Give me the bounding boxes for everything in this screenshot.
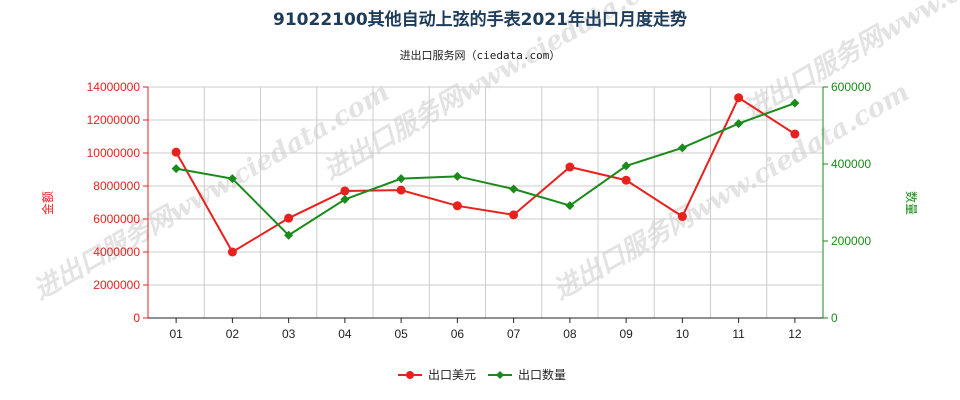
x-tick-label: 05: [394, 327, 408, 341]
series-line: [175, 96, 796, 254]
y-left-tick-label: 0: [133, 311, 140, 325]
x-tick-label: 02: [226, 327, 240, 341]
data-point: [284, 230, 294, 240]
y-left-tick-label: 14000000: [87, 80, 141, 94]
data-point: [790, 129, 800, 139]
data-point: [396, 174, 406, 184]
data-point: [621, 161, 631, 171]
x-tick-label: 12: [788, 327, 802, 341]
legend-swatch-marker: [496, 371, 504, 379]
data-point: [171, 164, 181, 174]
data-point: [677, 212, 687, 222]
axes: [147, 87, 824, 319]
data-point: [509, 184, 519, 194]
y-left-tick-label: 4000000: [93, 245, 140, 259]
data-point: [509, 210, 519, 220]
x-tick-label: 06: [451, 327, 465, 341]
data-point: [227, 174, 237, 184]
data-point: [452, 201, 462, 211]
legend: 出口美元 出口数量: [398, 367, 566, 382]
data-point: [790, 98, 800, 108]
x-tick-label: 03: [282, 327, 296, 341]
data-point: [396, 185, 406, 195]
y-right-tick-label: 200000: [831, 234, 871, 248]
x-tick-label: 07: [507, 327, 521, 341]
y-right-axis-title: 数量: [904, 191, 919, 215]
y-right-tick-label: 400000: [831, 157, 871, 171]
legend-swatch-marker: [406, 371, 414, 379]
x-tick-label: 01: [169, 327, 183, 341]
data-point: [621, 175, 631, 185]
y-left-tick-label: 8000000: [93, 179, 140, 193]
data-point: [565, 201, 575, 211]
legend-label: 出口数量: [518, 367, 566, 382]
data-point: [452, 171, 462, 181]
data-point: [340, 194, 350, 204]
legend-label: 出口美元: [428, 368, 476, 382]
x-tick-label: 09: [619, 327, 633, 341]
y-left-axis-title: 金额: [40, 191, 55, 215]
watermark-text: 进出口服务网www.ciedata.com: [29, 77, 395, 306]
y-left-tick-label: 2000000: [93, 278, 140, 292]
y-right-tick-label: 0: [831, 311, 838, 325]
x-tick-label: 10: [676, 327, 690, 341]
y-left-tick-label: 12000000: [87, 113, 141, 127]
chart-title: 91022100其他自动上弦的手表2021年出口月度走势: [273, 9, 687, 30]
data-point: [340, 186, 350, 196]
series: [171, 93, 800, 257]
y-left-tick-label: 6000000: [93, 212, 140, 226]
series-1: [171, 93, 800, 257]
x-tick-label: 11: [732, 327, 745, 341]
x-tick-label: 04: [338, 327, 352, 341]
data-point: [734, 119, 744, 129]
data-point: [734, 93, 744, 103]
tick-labels: 0200000040000006000000800000010000000120…: [87, 80, 872, 341]
data-point: [284, 213, 294, 223]
y-right-tick-label: 600000: [831, 80, 871, 94]
series-2: [171, 98, 800, 240]
series-line: [175, 102, 796, 237]
legend-item: 出口数量: [488, 367, 566, 382]
data-point: [171, 147, 181, 157]
data-point: [677, 143, 687, 153]
data-point: [227, 247, 237, 257]
chart-subtitle: 进出口服务网（ciedata.com）: [400, 48, 561, 62]
data-point: [565, 162, 575, 172]
x-tick-label: 08: [563, 327, 577, 341]
y-left-tick-label: 10000000: [87, 146, 141, 160]
legend-item: 出口美元: [398, 368, 476, 382]
